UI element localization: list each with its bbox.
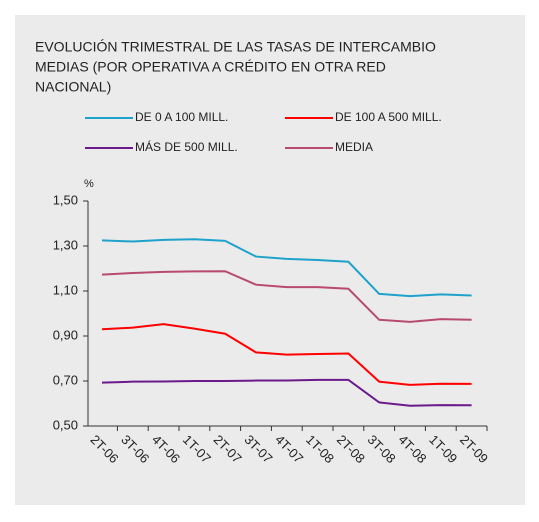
y-tick-label: 0,50 [53,417,78,432]
chart-title: EVOLUCIÓN TRIMESTRAL DE LAS TASAS DE INT… [35,39,436,55]
legend-label: DE 100 A 500 MILL. [335,110,442,124]
panel [15,15,525,505]
legend-label: DE 0 A 100 MILL. [135,110,228,124]
y-tick-label: 1,30 [53,237,78,252]
series-line [101,323,472,386]
legend-label: MEDIA [335,140,373,154]
series-line [101,238,472,298]
legend-label: MÁS DE 500 MILL. [135,139,238,154]
y-tick-label: 0,70 [53,372,78,387]
series-line [101,270,472,323]
series-line [101,378,472,407]
y-tick-label: 1,10 [53,282,78,297]
y-tick-label: 1,50 [53,192,78,207]
y-tick-label: 0,90 [53,327,78,342]
chart-title: MEDIAS (POR OPERATIVA A CRÉDITO EN OTRA … [35,59,386,75]
chart-title: NACIONAL) [35,79,111,95]
y-axis-label: % [84,178,94,190]
